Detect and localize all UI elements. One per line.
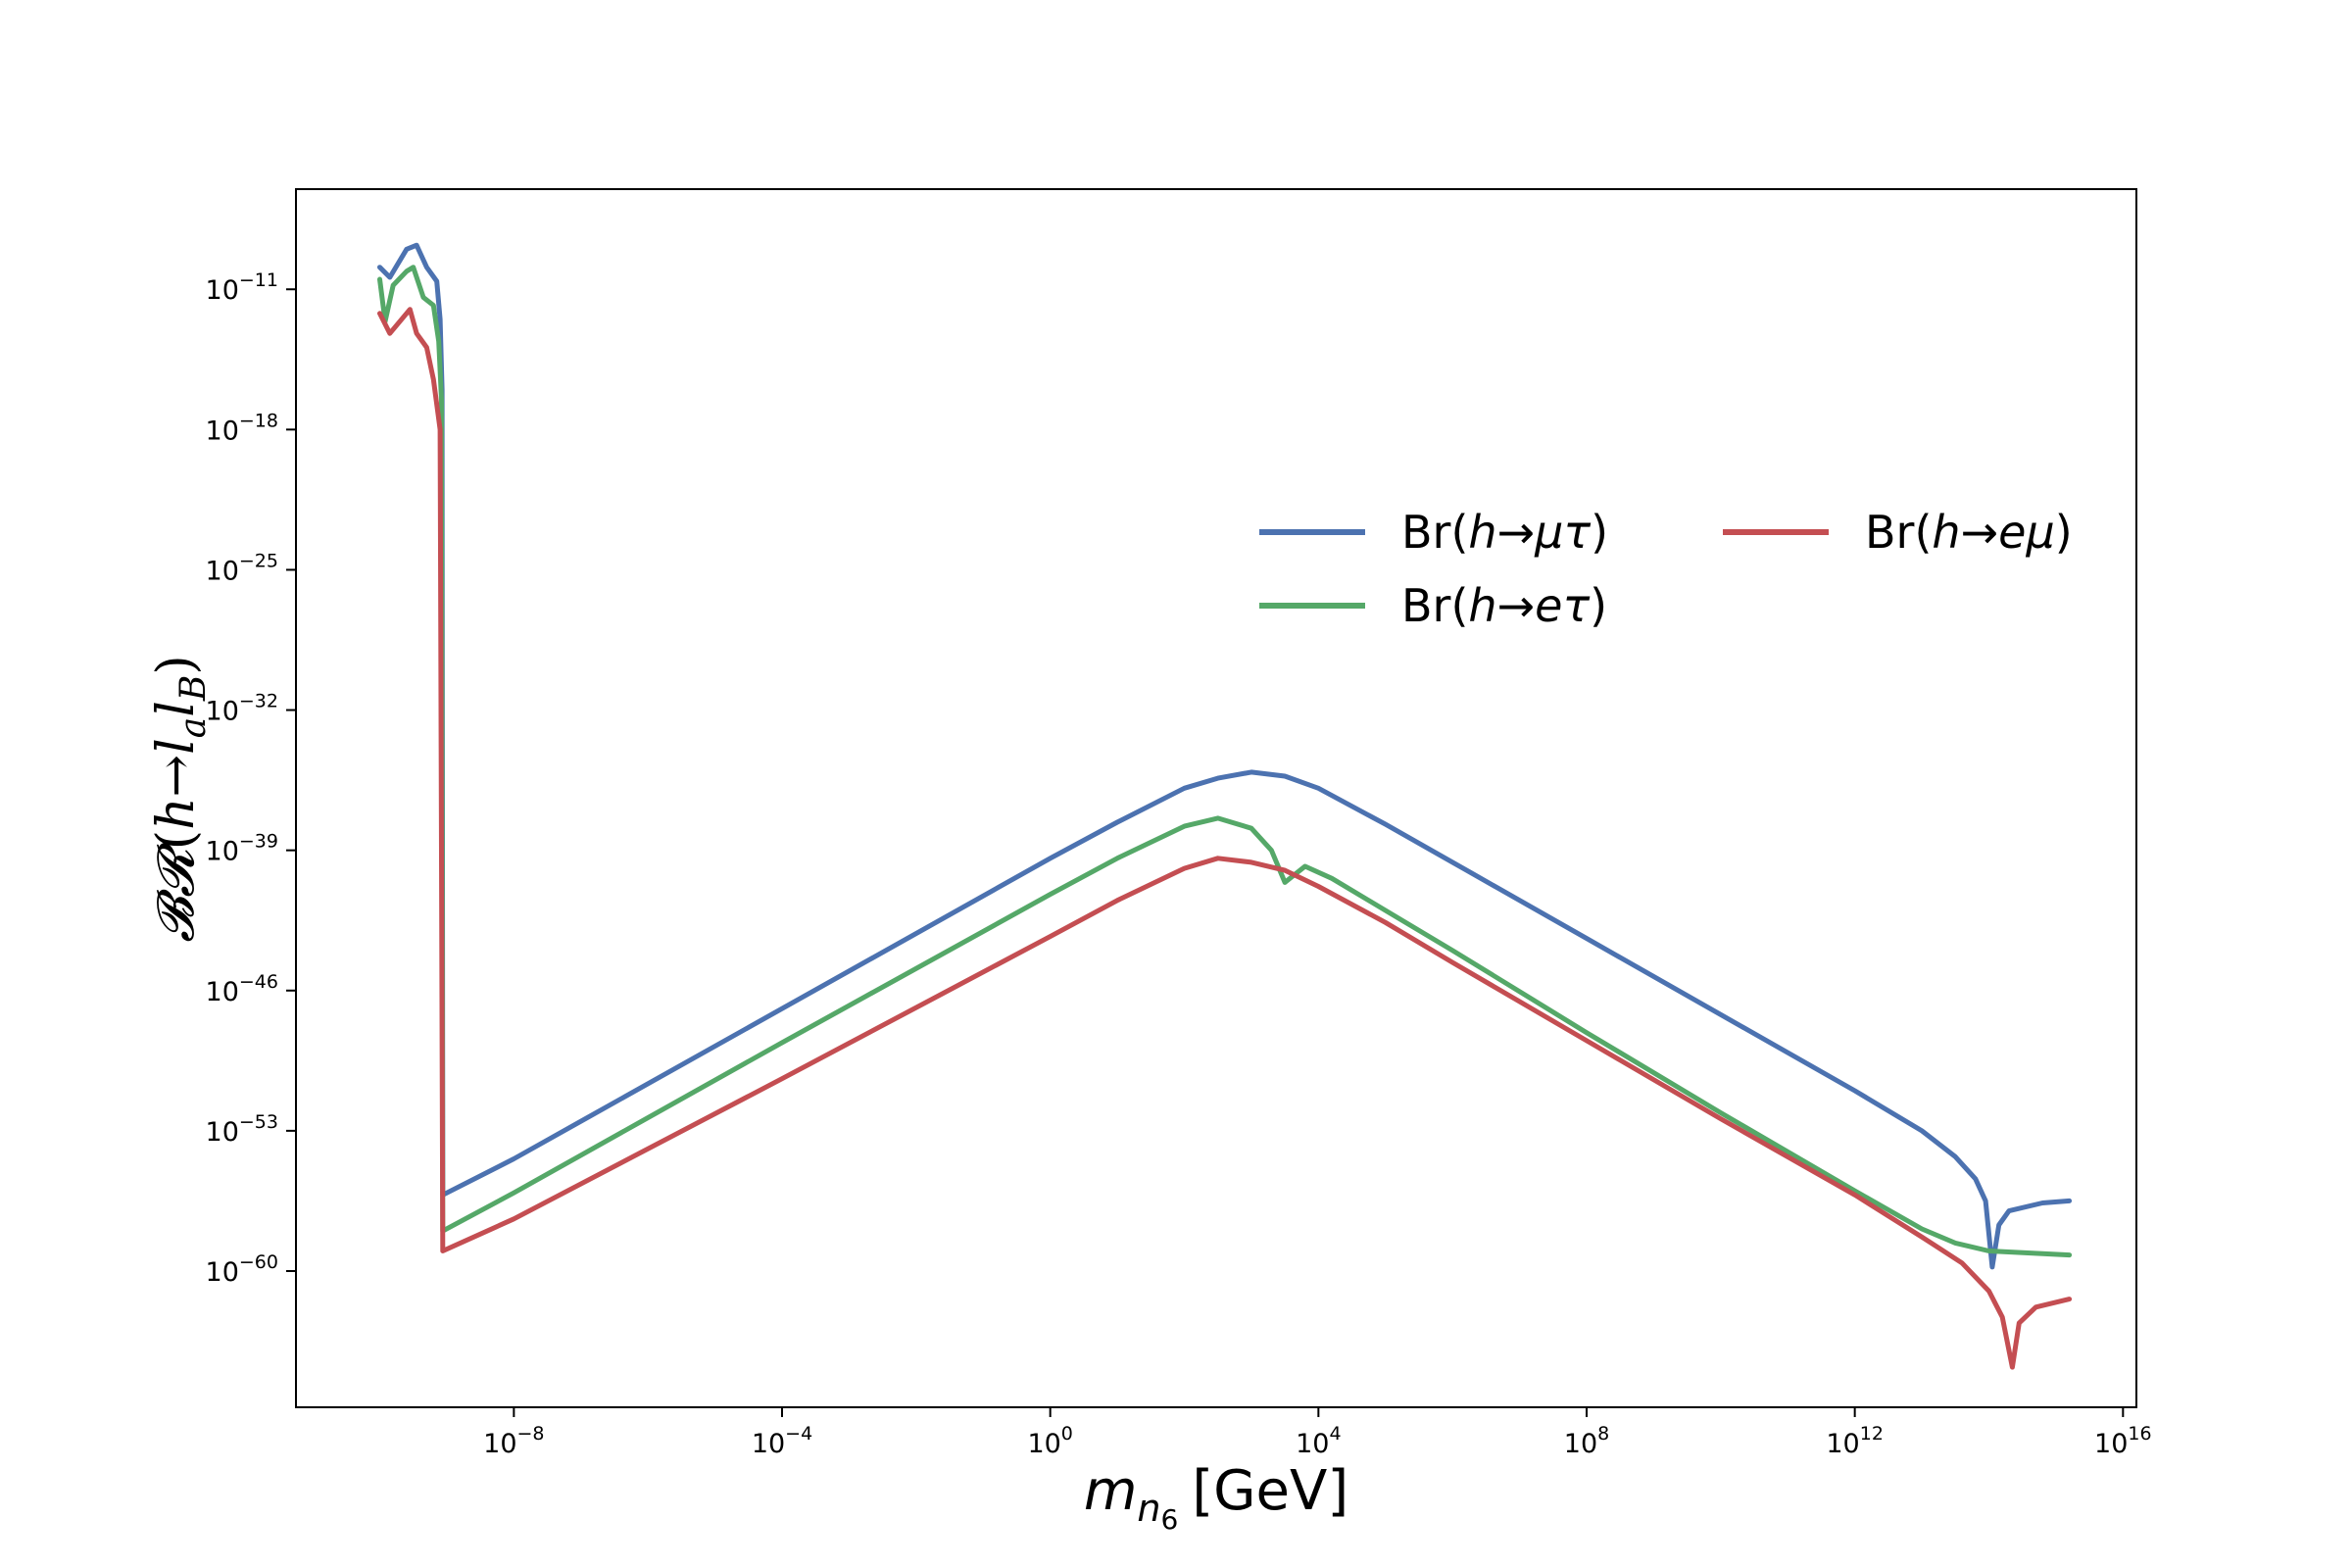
y-label-open: ( [147,830,206,850]
legend-mutau-l2: τ [1563,506,1591,559]
y-tick-base: 10 [206,275,239,306]
plot-frame [295,188,2137,1408]
legend-etau-h: h [1468,579,1496,632]
y-tick-label: 10−53 [206,1111,278,1148]
x-label-sub-index: 6 [1160,1503,1178,1536]
legend-etau-l2: τ [1562,579,1590,632]
y-label-sub-a: a [173,717,214,738]
x-tick-label: 10−4 [752,1423,812,1459]
y-label-sub-b: B [173,675,214,702]
x-axis-label: mn6 [GeV] [1084,1459,1348,1536]
y-label-h: h [147,797,206,830]
legend-etau-prefix: Br( [1401,579,1468,632]
legend-label-etau: Br(h→eτ) [1401,579,1607,632]
legend-mutau-h: h [1468,506,1496,559]
series-line-mutau [377,242,2073,1270]
x-tick-label: 100 [1027,1423,1072,1459]
y-tick-base: 10 [206,1117,239,1148]
legend-label-mutau: Br(h→μτ) [1401,506,1608,559]
x-tick-exp: −4 [785,1423,812,1445]
y-tick-base: 10 [206,977,239,1007]
x-tick-exp: 16 [2128,1423,2151,1445]
y-tick-exp: −39 [239,831,278,853]
legend-mutau-prefix: Br( [1401,506,1468,559]
y-label-prefix: 𝓑𝓡 [147,842,206,943]
x-tick-base: 10 [752,1429,785,1459]
series-layer [377,242,2073,1370]
y-label-arrow: → [147,755,206,798]
legend-etau-l1: e [1535,579,1562,632]
legend-emu-arrow: → [1961,506,1999,559]
y-tick-exp: −11 [239,270,278,291]
legend-emu-prefix: Br( [1865,506,1932,559]
y-tick-exp: −25 [239,550,278,571]
legend-emu-h: h [1932,506,1960,559]
x-label-unit: [GeV] [1192,1459,1348,1523]
y-tick-label: 10−18 [206,410,278,446]
legend-emu-l1: e [1998,506,2026,559]
y-tick-base: 10 [206,556,239,586]
x-tick-base: 10 [483,1429,516,1459]
x-tick-label: 10−8 [483,1423,544,1459]
x-tick-exp: 4 [1329,1423,1341,1445]
x-label-m: m [1084,1459,1138,1523]
x-tick-base: 10 [2094,1429,2128,1459]
legend-etau-close: ) [1590,579,1607,632]
legend-mutau-l1: μ [1534,506,1563,559]
x-axis-ticks: 10−8 10−4 100 104 108 1012 1016 [483,1407,2152,1459]
series-line-emu [377,307,2073,1370]
x-tick-label: 104 [1296,1423,1341,1459]
x-tick-label: 1016 [2094,1423,2152,1459]
y-tick-base: 10 [206,1257,239,1288]
y-label-close: ) [147,655,206,674]
legend-emu-close: ) [2055,506,2073,559]
x-tick-label: 1012 [1826,1423,1884,1459]
y-axis-label: 𝓑𝓡(h→lalB) [147,655,214,942]
y-tick-exp: −18 [239,410,278,431]
y-tick-label: 10−39 [206,831,278,867]
y-tick-exp: −53 [239,1111,278,1133]
x-tick-exp: 12 [1860,1423,1884,1445]
x-tick-exp: 0 [1061,1423,1073,1445]
y-tick-label: 10−11 [206,270,278,306]
legend-mutau-arrow: → [1497,506,1536,559]
y-tick-label: 10−25 [206,550,278,586]
legend-etau-arrow: → [1497,579,1536,632]
y-tick-label: 10−46 [206,971,278,1007]
series-line-etau [377,265,2073,1258]
y-tick-exp: −32 [239,691,278,712]
legend-emu-l2: μ [2025,506,2054,559]
x-tick-base: 10 [1027,1429,1060,1459]
y-label-l1: l [147,738,206,755]
y-tick-label: 10−32 [206,691,278,727]
x-tick-exp: 8 [1597,1423,1609,1445]
legend-mutau-close: ) [1591,506,1608,559]
y-tick-exp: −60 [239,1251,278,1273]
y-tick-label: 10−60 [206,1251,278,1288]
x-tick-base: 10 [1564,1429,1597,1459]
x-tick-label: 108 [1564,1423,1609,1459]
x-tick-exp: −8 [517,1423,545,1445]
x-tick-base: 10 [1296,1429,1329,1459]
y-tick-base: 10 [206,697,239,727]
legend-label-emu: Br(h→eμ) [1865,506,2073,559]
x-label-sub-n: n [1137,1487,1160,1530]
y-label-l2: l [147,701,206,717]
y-tick-base: 10 [206,837,239,867]
legend: Br(h→μτ) Br(h→eτ) Br(h→eμ) [1259,506,2073,632]
y-tick-exp: −46 [239,971,278,993]
x-tick-base: 10 [1826,1429,1859,1459]
y-tick-base: 10 [206,416,239,446]
